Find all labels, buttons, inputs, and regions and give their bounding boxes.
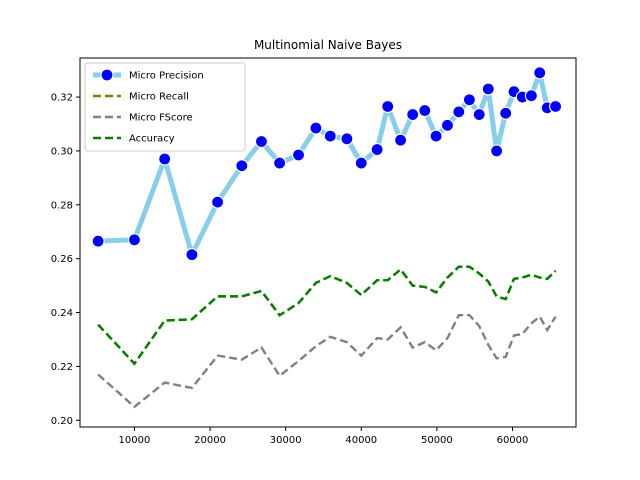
y-tick-label: 0.30 [51,146,73,157]
series-line-accuracy [97,265,557,366]
legend-label-accuracy: Accuracy [129,134,175,145]
y-tick-label: 0.22 [51,362,73,373]
x-tick-label: 50000 [421,435,453,446]
legend-marker-micro-precision [100,68,114,82]
data-point-micro-precision [524,89,538,103]
x-tick-label: 20000 [194,435,226,446]
data-point-micro-precision [340,132,354,146]
data-point-micro-precision [490,144,504,158]
data-point-micro-precision [472,107,486,122]
series-line-micro-fscore [97,314,557,409]
chart-title: Multinomial Naive Bayes [254,38,402,52]
data-point-micro-precision [418,103,432,118]
y-axis: 0.20 0.22 0.24 0.26 0.28 0.30 0.32 [51,93,80,427]
data-point-micro-precision [406,107,420,122]
legend-label-micro-recall: Micro Recall [129,92,189,103]
data-point-micro-precision [440,118,455,132]
data-point-micro-precision [158,152,172,166]
x-tick-label: 10000 [119,435,151,446]
data-point-micro-precision [273,156,287,170]
legend-label-micro-precision: Micro Precision [129,71,204,82]
legend-label-micro-fscore: Micro FScore [129,113,193,124]
y-tick-label: 0.20 [51,416,73,427]
data-point-micro-precision [254,134,269,149]
data-point-micro-precision [235,159,249,173]
legend-box [84,62,246,152]
data-point-micro-precision [462,93,476,107]
data-point-micro-precision [393,133,408,147]
y-tick-label: 0.28 [51,200,73,211]
data-point-micro-precision [354,156,368,170]
data-point-micro-precision [185,248,199,262]
y-tick-label: 0.26 [51,254,73,265]
data-point-micro-precision [452,105,466,119]
data-point-micro-precision [211,195,225,209]
data-point-micro-precision [429,129,443,143]
data-point-micro-precision [370,142,384,157]
x-axis: 10000 20000 30000 40000 50000 60000 [119,427,529,446]
data-point-micro-precision [323,129,337,143]
series-layer [91,66,563,409]
x-tick-label: 40000 [345,435,377,446]
data-point-micro-precision [291,148,306,162]
x-tick-label: 60000 [497,435,529,446]
y-tick-label: 0.32 [51,93,73,104]
data-point-micro-precision [127,233,142,247]
x-tick-label: 30000 [270,435,302,446]
data-point-micro-precision [533,66,547,80]
data-point-micro-precision [91,234,105,248]
legend: Micro Precision Micro Recall Micro FScore A… [84,62,246,152]
y-tick-label: 0.24 [51,308,73,319]
data-point-micro-precision [481,82,495,96]
data-point-micro-precision [499,106,513,120]
axes-frame [79,57,577,428]
data-point-micro-precision [381,99,395,114]
data-point-micro-precision [548,99,563,114]
data-point-micro-precision [309,121,323,135]
